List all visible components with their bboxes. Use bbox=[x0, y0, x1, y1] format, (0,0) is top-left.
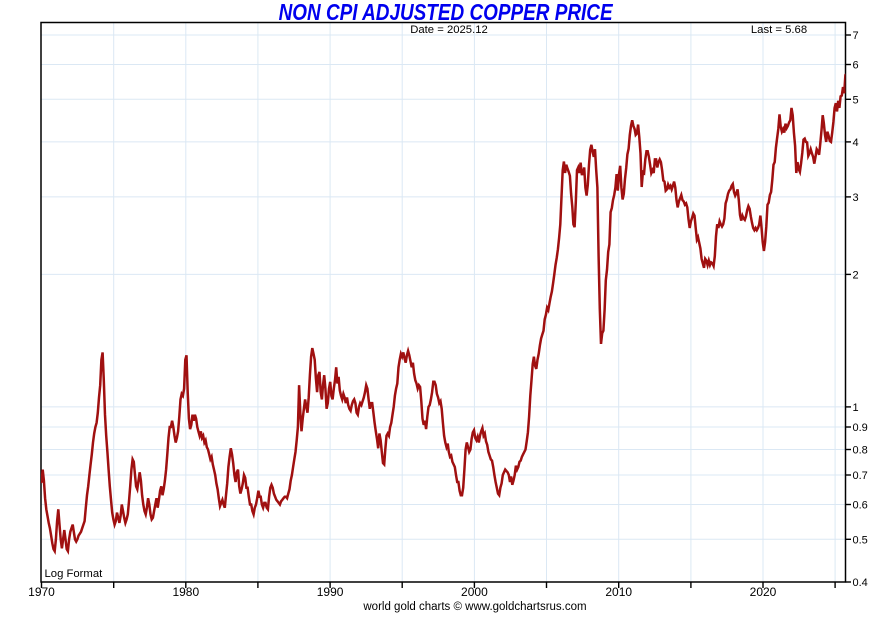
svg-text:2020: 2020 bbox=[750, 585, 777, 599]
svg-text:0.6: 0.6 bbox=[853, 500, 868, 512]
svg-text:0.9: 0.9 bbox=[853, 422, 868, 434]
svg-text:0.4: 0.4 bbox=[853, 577, 868, 589]
svg-text:4: 4 bbox=[853, 137, 859, 149]
svg-text:0.7: 0.7 bbox=[853, 470, 868, 482]
svg-text:1: 1 bbox=[853, 402, 859, 414]
svg-text:2000: 2000 bbox=[461, 585, 488, 599]
svg-text:Last = 5.68: Last = 5.68 bbox=[751, 24, 807, 36]
svg-text:NON CPI ADJUSTED COPPER PRICE: NON CPI ADJUSTED COPPER PRICE bbox=[279, 0, 614, 25]
svg-text:0.5: 0.5 bbox=[853, 534, 868, 546]
svg-text:5: 5 bbox=[853, 94, 859, 106]
svg-text:2: 2 bbox=[853, 269, 859, 281]
svg-text:1980: 1980 bbox=[172, 585, 199, 599]
svg-text:3: 3 bbox=[853, 192, 859, 204]
svg-text:0.8: 0.8 bbox=[853, 445, 868, 457]
svg-text:1990: 1990 bbox=[317, 585, 344, 599]
svg-text:6: 6 bbox=[853, 60, 859, 72]
svg-text:Date = 2025.12: Date = 2025.12 bbox=[410, 24, 488, 36]
svg-text:world gold charts © www.goldch: world gold charts © www.goldchartsrus.co… bbox=[362, 601, 586, 613]
svg-text:2010: 2010 bbox=[605, 585, 632, 599]
svg-text:Log Format: Log Format bbox=[45, 568, 104, 580]
svg-text:1970: 1970 bbox=[28, 585, 55, 599]
svg-text:7: 7 bbox=[853, 30, 859, 42]
